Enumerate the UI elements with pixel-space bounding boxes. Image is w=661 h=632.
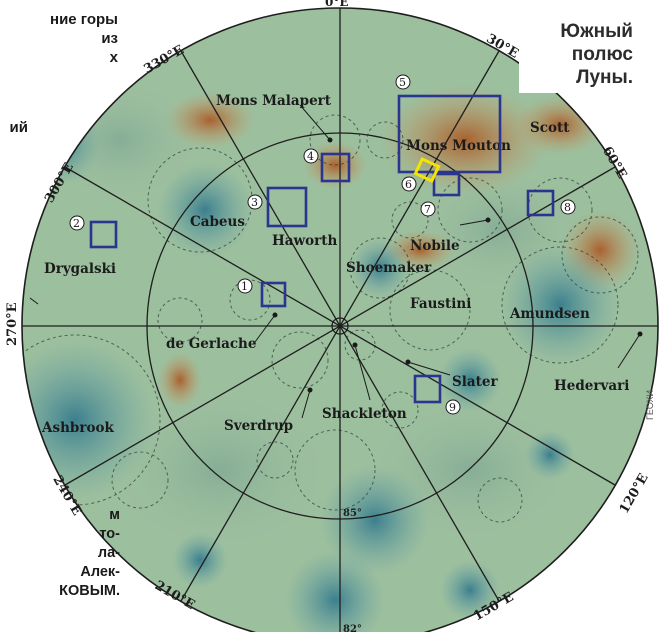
svg-text:9: 9 bbox=[449, 401, 456, 414]
label-hedervari: Hedervari bbox=[554, 378, 629, 394]
label-cabeus: Cabeus bbox=[190, 214, 245, 230]
site-box-5 bbox=[397, 94, 502, 174]
label-shoemaker: Shoemaker bbox=[346, 260, 432, 276]
label-amundsen: Amundsen bbox=[509, 306, 590, 322]
graticule bbox=[21, 7, 659, 632]
label-faustini: Faustini bbox=[410, 296, 471, 312]
caption-bottom-line-4: Алек- bbox=[80, 564, 120, 580]
site-marker-3: 3 bbox=[247, 194, 263, 210]
label-slater: Slater bbox=[452, 374, 498, 390]
caption-top-fragment: ние горы из х bbox=[0, 10, 118, 67]
svg-text:5: 5 bbox=[399, 76, 406, 89]
svg-text:1: 1 bbox=[241, 280, 248, 293]
site-marker-7: 7 bbox=[420, 201, 436, 217]
site-box-7 bbox=[432, 172, 461, 197]
caption-bottom-line-3: ла- bbox=[97, 545, 120, 561]
caption-left-fragment: ий bbox=[9, 119, 28, 136]
site-marker-8: 8 bbox=[560, 199, 576, 215]
lon-label-120: 120°E bbox=[617, 471, 652, 516]
label-mons-malapert: Mons Malapert bbox=[216, 93, 332, 109]
site-markers: 1 2 3 4 5 6 7 8 9 bbox=[69, 74, 576, 415]
label-ashbrook: Ashbrook bbox=[41, 420, 114, 436]
site-marker-1: 1 bbox=[237, 278, 253, 294]
label-nobile: Nobile bbox=[410, 238, 460, 254]
label-sverdrup: Sverdrup bbox=[224, 418, 293, 434]
site-marker-4: 4 bbox=[303, 148, 319, 164]
svg-text:2: 2 bbox=[73, 217, 80, 230]
site-marker-6: 6 bbox=[401, 176, 417, 192]
label-scott: Scott bbox=[530, 120, 570, 136]
map-title: Южный полюс Луны. bbox=[519, 18, 639, 93]
caption-bottom-fragment: м то- ла- Алек- КОВЫМ. bbox=[0, 506, 120, 601]
lon-label-0: 0°E bbox=[325, 0, 349, 9]
site-boxes bbox=[89, 94, 555, 404]
site-marker-5: 5 bbox=[395, 74, 411, 90]
svg-text:8: 8 bbox=[564, 201, 571, 214]
label-shackleton: Shackleton bbox=[322, 406, 407, 422]
site-marker-9: 9 bbox=[445, 399, 461, 415]
label-haworth: Haworth bbox=[272, 233, 337, 249]
svg-text:3: 3 bbox=[251, 196, 258, 209]
site-box-6 bbox=[413, 156, 441, 184]
svg-text:6: 6 bbox=[405, 178, 412, 191]
caption-bottom-line-5: КОВЫМ. bbox=[59, 583, 120, 599]
label-de-gerlache: de Gerlache bbox=[166, 336, 256, 352]
site-box-1 bbox=[260, 281, 287, 308]
leader-lines bbox=[29, 104, 643, 419]
lat-label-82: 82° bbox=[343, 624, 362, 632]
site-box-2 bbox=[89, 220, 118, 249]
label-drygalski: Drygalski bbox=[44, 261, 116, 277]
label-mons-mouton: Mons Mouton bbox=[406, 138, 511, 154]
site-marker-2: 2 bbox=[69, 215, 85, 231]
site-box-8 bbox=[526, 189, 555, 217]
lat-label-85: 85° bbox=[343, 508, 362, 519]
caption-top-line-1: ние горы bbox=[50, 11, 118, 28]
image-credit: ГЕОХИ bbox=[645, 390, 655, 420]
site-box-4 bbox=[320, 152, 351, 183]
caption-bottom-line-2: то- bbox=[99, 526, 120, 542]
site-box-3 bbox=[266, 186, 308, 228]
feature-labels: Mons Malapert Mons Mouton Scott Cabeus H… bbox=[41, 93, 629, 436]
caption-top-line-3: х bbox=[109, 49, 118, 66]
site-box-9 bbox=[413, 374, 442, 404]
lon-label-270: 270°E bbox=[5, 302, 20, 346]
svg-text:7: 7 bbox=[424, 203, 431, 216]
svg-text:4: 4 bbox=[307, 150, 314, 163]
caption-top-line-2: из bbox=[101, 30, 118, 47]
caption-bottom-line-1: м bbox=[109, 507, 120, 523]
